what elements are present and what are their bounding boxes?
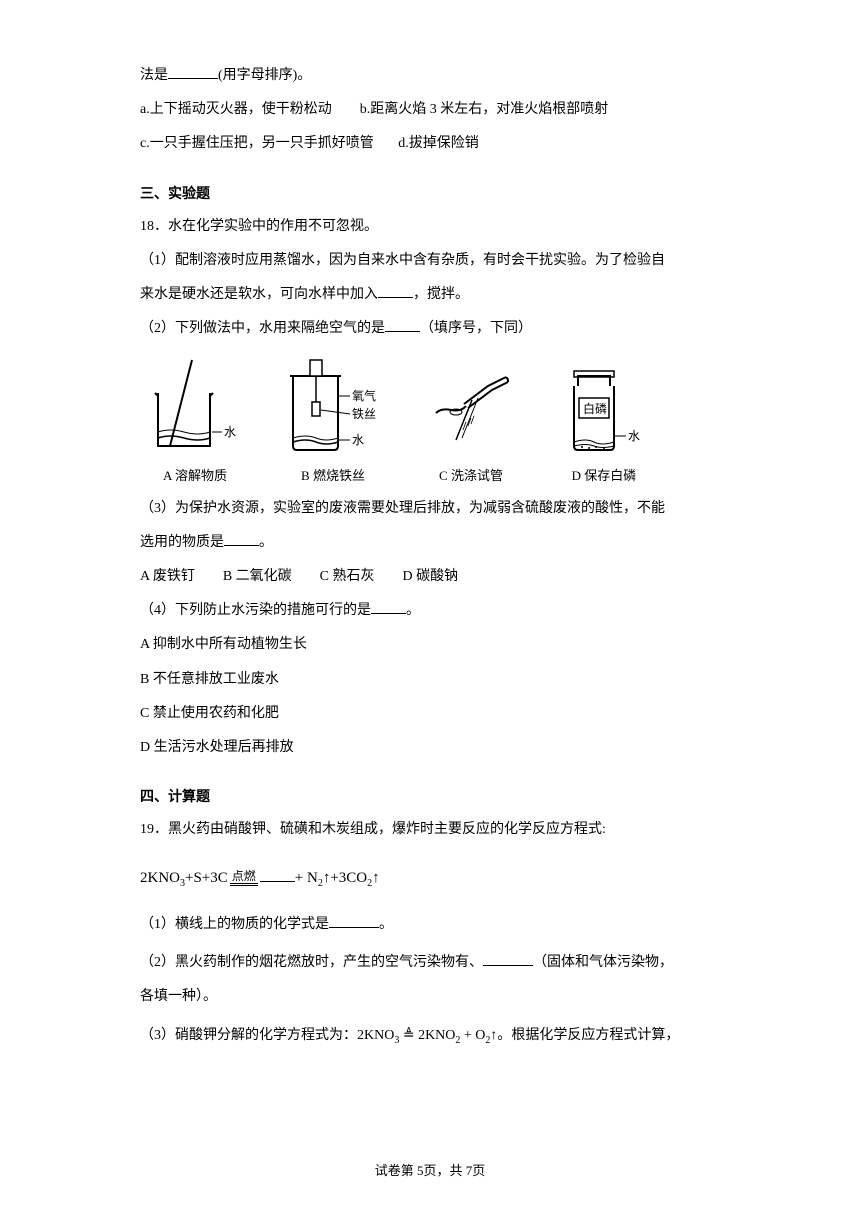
opt-a: a.上下摇动灭火器，使干粉松动 (140, 102, 332, 117)
text: （2）下列做法中，水用来隔绝空气的是 (140, 321, 385, 336)
blank (371, 600, 406, 614)
q18-intro: 18．水在化学实验中的作用不可忽视。 (140, 211, 720, 243)
text: （填序号，下同） (420, 321, 532, 336)
q19-2a: （2）黑火药制作的烟花燃放时，产生的空气污染物有、 （固体和气体污染物， (140, 947, 720, 979)
q18-3a: （3）为保护水资源，实验室的废液需要处理后排放，为减弱含硫酸废液的酸性，不能 (140, 493, 720, 525)
text: 来水是硬水还是软水，可向水样中加入 (140, 287, 378, 302)
opt-c: c.一只手握住压把，另一只手抓好喷管 (140, 136, 374, 151)
page-content: 法是 (用字母排序)。 a.上下摇动灭火器，使干粉松动 b.距离火焰 3 米左右，… (140, 60, 720, 1052)
label-b: B 燃烧铁丝 (301, 467, 365, 485)
q18-4-b: B 不任意排放工业废水 (140, 664, 720, 696)
text: ↑ (372, 870, 380, 886)
text: ≜ 2KNO (399, 1028, 455, 1043)
top-line-1: 法是 (用字母排序)。 (140, 60, 720, 92)
diagram-d: 白磷 水 D 保存白磷 (544, 358, 664, 485)
blank (224, 532, 259, 546)
diagram-a: 水 A 溶解物质 (140, 358, 250, 485)
lhs: 2KNO (140, 870, 180, 886)
q18-4-c: C 禁止使用农药和化肥 (140, 698, 720, 730)
opt-d: d.拔掉保险销 (398, 136, 479, 151)
text: ↑+3CO (323, 870, 367, 886)
blank (483, 952, 533, 966)
svg-text:白磷: 白磷 (583, 401, 607, 416)
blank (329, 914, 379, 928)
q19-3: （3）硝酸钾分解的化学方程式为：2KNO3 ≜ 2KNO2 + O2↑。根据化学… (140, 1020, 720, 1052)
text: 。 (259, 535, 273, 550)
wash-tube-icon (416, 358, 526, 463)
svg-text:氧气: 氧气 (352, 388, 376, 403)
text: 。 (379, 917, 393, 932)
q18-4-a: A 抑制水中所有动植物生长 (140, 629, 720, 661)
q19-intro: 19．黑火药由硝酸钾、硫磺和木炭组成，爆炸时主要反应的化学反应方程式: (140, 814, 720, 846)
text: ↑。根据化学反应方程式计算， (490, 1028, 679, 1043)
q18-1a: （1）配制溶液时应用蒸馏水，因为自来水中含有杂质，有时会干扰实验。为了检验自 (140, 245, 720, 277)
q18-2: （2）下列做法中，水用来隔绝空气的是 （填序号，下同） (140, 313, 720, 345)
q18-3b: 选用的物质是 。 (140, 527, 720, 559)
q18-1b: 来水是硬水还是软水，可向水样中加入 ，搅拌。 (140, 279, 720, 311)
text: （固体和气体污染物， (533, 955, 673, 970)
bottle-iron-icon: 氧气 铁丝 水 (268, 358, 398, 463)
q18-4-d: D 生活污水处理后再排放 (140, 732, 720, 764)
text: +S+3C (185, 870, 228, 886)
text: （2）黑火药制作的烟花燃放时，产生的空气污染物有、 (140, 955, 483, 970)
svg-text:水: 水 (628, 429, 640, 443)
text: + O (460, 1028, 485, 1043)
diagram-b: 氧气 铁丝 水 B 燃烧铁丝 (268, 358, 398, 485)
condition-text: 点燃 (232, 870, 256, 882)
label-c: C 洗涤试管 (439, 467, 503, 485)
top-options-ab: a.上下摇动灭火器，使干粉松动 b.距离火焰 3 米左右，对准火焰根部喷射 (140, 94, 720, 126)
opt-b: b.距离火焰 3 米左右，对准火焰根部喷射 (360, 102, 609, 117)
q19-equation: 2KNO3+S+3C点燃+ N2↑+3CO2↑ (140, 861, 720, 896)
q18-3-opts: A 废铁钉 B 二氧化碳 C 熟石灰 D 碳酸钠 (140, 561, 720, 593)
diagram-c: C 洗涤试管 (416, 358, 526, 485)
text: 选用的物质是 (140, 535, 224, 550)
store-p-icon: 白磷 水 (544, 358, 664, 463)
label-d: D 保存白磷 (572, 467, 637, 485)
blank (260, 867, 295, 882)
text: （4）下列防止水污染的措施可行的是 (140, 603, 371, 618)
text: + N (295, 870, 318, 886)
svg-text:水: 水 (224, 425, 236, 439)
svg-text:水: 水 (352, 433, 364, 447)
text: (用字母排序)。 (218, 68, 311, 83)
line-icon (230, 885, 258, 886)
section-4-title: 四、计算题 (140, 782, 720, 814)
beaker-icon: 水 (140, 358, 250, 463)
page-footer: 试卷第 5页，共 7页 (0, 1156, 860, 1186)
text: ，搅拌。 (413, 287, 469, 302)
text: 法是 (140, 68, 168, 83)
diagram-row: 水 A 溶解物质 氧气 铁丝 水 B 燃烧铁丝 (140, 358, 720, 485)
q19-1: （1）横线上的物质的化学式是 。 (140, 909, 720, 941)
svg-text:铁丝: 铁丝 (352, 407, 376, 421)
line-icon (230, 883, 258, 884)
section-3-title: 三、实验题 (140, 179, 720, 211)
text: （3）硝酸钾分解的化学方程式为：2KNO (140, 1028, 394, 1043)
label-a: A 溶解物质 (163, 467, 227, 485)
q19-2b: 各填一种）。 (140, 981, 720, 1013)
top-options-cd: c.一只手握住压把，另一只手抓好喷管 d.拔掉保险销 (140, 128, 720, 160)
text: 。 (406, 603, 420, 618)
condition-icon: 点燃 (230, 870, 258, 886)
q18-4: （4）下列防止水污染的措施可行的是 。 (140, 595, 720, 627)
blank (385, 318, 420, 332)
blank (378, 284, 413, 298)
text: （1）横线上的物质的化学式是 (140, 917, 329, 932)
blank (168, 65, 218, 79)
